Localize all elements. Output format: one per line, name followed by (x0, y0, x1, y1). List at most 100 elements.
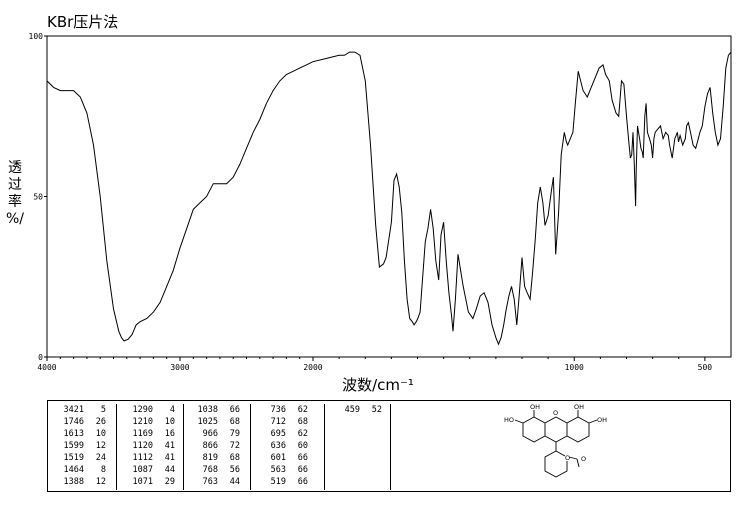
peak-transmittance: 10 (164, 417, 175, 427)
peak-column: 459 52 (330, 404, 391, 490)
peak-row: 712 68 (256, 416, 324, 428)
peak-transmittance: 5 (100, 405, 106, 415)
peak-wavenumber: 519 (270, 477, 286, 487)
struct-label-oh-2: OH (574, 403, 584, 411)
peak-transmittance: 66 (297, 465, 308, 475)
peak-transmittance: 12 (95, 441, 106, 451)
y-axis-label-char-3: 率 (8, 194, 22, 210)
plot-frame (46, 35, 732, 358)
peak-transmittance: 4 (169, 405, 175, 415)
struct-label-o-ring: O (553, 409, 558, 417)
struct-label-oh-1: OH (530, 403, 540, 411)
peak-transmittance: 44 (164, 465, 175, 475)
peak-row: 459 52 (330, 404, 390, 416)
peak-row: 1169 16 (123, 428, 183, 440)
peak-column: 1038 66 1025 68 966 79 866 72 819 68 768 56 763 44 (188, 404, 251, 490)
peak-wavenumber: 1038 (197, 405, 218, 415)
peak-row: 1112 41 (123, 452, 183, 464)
peak-wavenumber: 1112 (132, 453, 153, 463)
peak-transmittance: 56 (229, 465, 240, 475)
peak-wavenumber: 1388 (63, 477, 84, 487)
peak-wavenumber: 459 (344, 405, 360, 415)
y-tick-label: 50 (33, 193, 43, 202)
peak-transmittance: 16 (164, 429, 175, 439)
y-axis-label: 透 过 率 %/ (4, 160, 26, 228)
peak-row: 1290 4 (123, 404, 183, 416)
peak-wavenumber: 819 (202, 453, 218, 463)
y-axis-label-char-2: 过 (8, 177, 22, 193)
peak-row: 966 79 (188, 428, 250, 440)
peak-transmittance: 8 (100, 465, 106, 475)
peak-transmittance: 44 (229, 477, 240, 487)
peak-transmittance: 29 (164, 477, 175, 487)
x-tick-label: 500 (698, 363, 713, 372)
peak-row: 819 68 (188, 452, 250, 464)
peak-transmittance: 66 (229, 405, 240, 415)
peak-transmittance: 66 (297, 453, 308, 463)
peak-row: 1038 66 (188, 404, 250, 416)
peak-wavenumber: 1071 (132, 477, 153, 487)
y-tick-label: 0 (38, 353, 43, 362)
peak-row: 1519 24 (54, 452, 116, 464)
peak-column: 3421 5 1746 26 1613 10 1599 12 1519 24 1464 8 1388 12 (54, 404, 117, 490)
peak-column: 736 62 712 68 695 62 636 60 601 66 563 66 519 66 (256, 404, 325, 490)
peak-transmittance: 79 (229, 429, 240, 439)
peak-transmittance: 10 (95, 429, 106, 439)
x-tick-label: 2000 (303, 363, 322, 372)
struct-label-o-carbonyl: O (581, 455, 586, 463)
x-ticks: 4000 3000 2000 1000 500 (37, 357, 712, 372)
struct-label-ho: HO (504, 416, 514, 424)
spectrum-line (46, 51, 732, 346)
peak-row: 1120 41 (123, 440, 183, 452)
peak-row: 1210 10 (123, 416, 183, 428)
y-tick-label: 100 (29, 32, 44, 41)
peak-wavenumber: 1290 (132, 405, 153, 415)
peak-row: 3421 5 (54, 404, 116, 416)
x-tick-label: 4000 (37, 363, 56, 372)
peak-transmittance: 66 (297, 477, 308, 487)
peak-wavenumber: 736 (270, 405, 286, 415)
peak-row: 1388 12 (54, 476, 116, 488)
peak-table: 3421 5 1746 26 1613 10 1599 12 1519 24 1464 8 1388 12… (47, 400, 731, 492)
peak-wavenumber: 966 (202, 429, 218, 439)
struct-label-oh-3: OH (597, 416, 607, 424)
peak-transmittance: 68 (297, 417, 308, 427)
peak-wavenumber: 1169 (132, 429, 153, 439)
peak-wavenumber: 1613 (63, 429, 84, 439)
peak-column: 1290 4 1210 10 1169 16 1120 41 1112 41 1087 44 1071 2… (123, 404, 184, 490)
peak-transmittance: 12 (95, 477, 106, 487)
peak-wavenumber: 563 (270, 465, 286, 475)
peak-wavenumber: 768 (202, 465, 218, 475)
peak-transmittance: 26 (95, 417, 106, 427)
peak-wavenumber: 3421 (63, 405, 84, 415)
peak-row: 1087 44 (123, 464, 183, 476)
peak-transmittance: 68 (229, 453, 240, 463)
fluorescein-structure-drawing: HO OH OH OH O O O (504, 403, 607, 478)
peak-row: 736 62 (256, 404, 324, 416)
peak-row: 1746 26 (54, 416, 116, 428)
peak-row: 1613 10 (54, 428, 116, 440)
peak-wavenumber: 695 (270, 429, 286, 439)
peak-wavenumber: 1599 (63, 441, 84, 451)
peak-wavenumber: 1210 (132, 417, 153, 427)
peak-wavenumber: 763 (202, 477, 218, 487)
peak-transmittance: 52 (371, 405, 382, 415)
ir-spectrum-chart: 0 50 100 4000 3000 2000 1000 500 波数/cm⁻¹ (29, 32, 732, 394)
peak-row: 636 60 (256, 440, 324, 452)
peak-row: 768 56 (188, 464, 250, 476)
peak-row: 563 66 (256, 464, 324, 476)
peak-transmittance: 41 (164, 453, 175, 463)
y-ticks: 0 50 100 (29, 32, 47, 362)
peak-wavenumber: 1519 (63, 453, 84, 463)
peak-wavenumber: 636 (270, 441, 286, 451)
peak-row: 763 44 (188, 476, 250, 488)
peak-row: 1599 12 (54, 440, 116, 452)
peak-transmittance: 68 (229, 417, 240, 427)
peak-wavenumber: 1025 (197, 417, 218, 427)
peak-transmittance: 62 (297, 429, 308, 439)
peak-row: 519 66 (256, 476, 324, 488)
peak-transmittance: 41 (164, 441, 175, 451)
peak-wavenumber: 866 (202, 441, 218, 451)
peak-transmittance: 62 (297, 405, 308, 415)
y-axis-label-char-1: 透 (8, 160, 22, 176)
